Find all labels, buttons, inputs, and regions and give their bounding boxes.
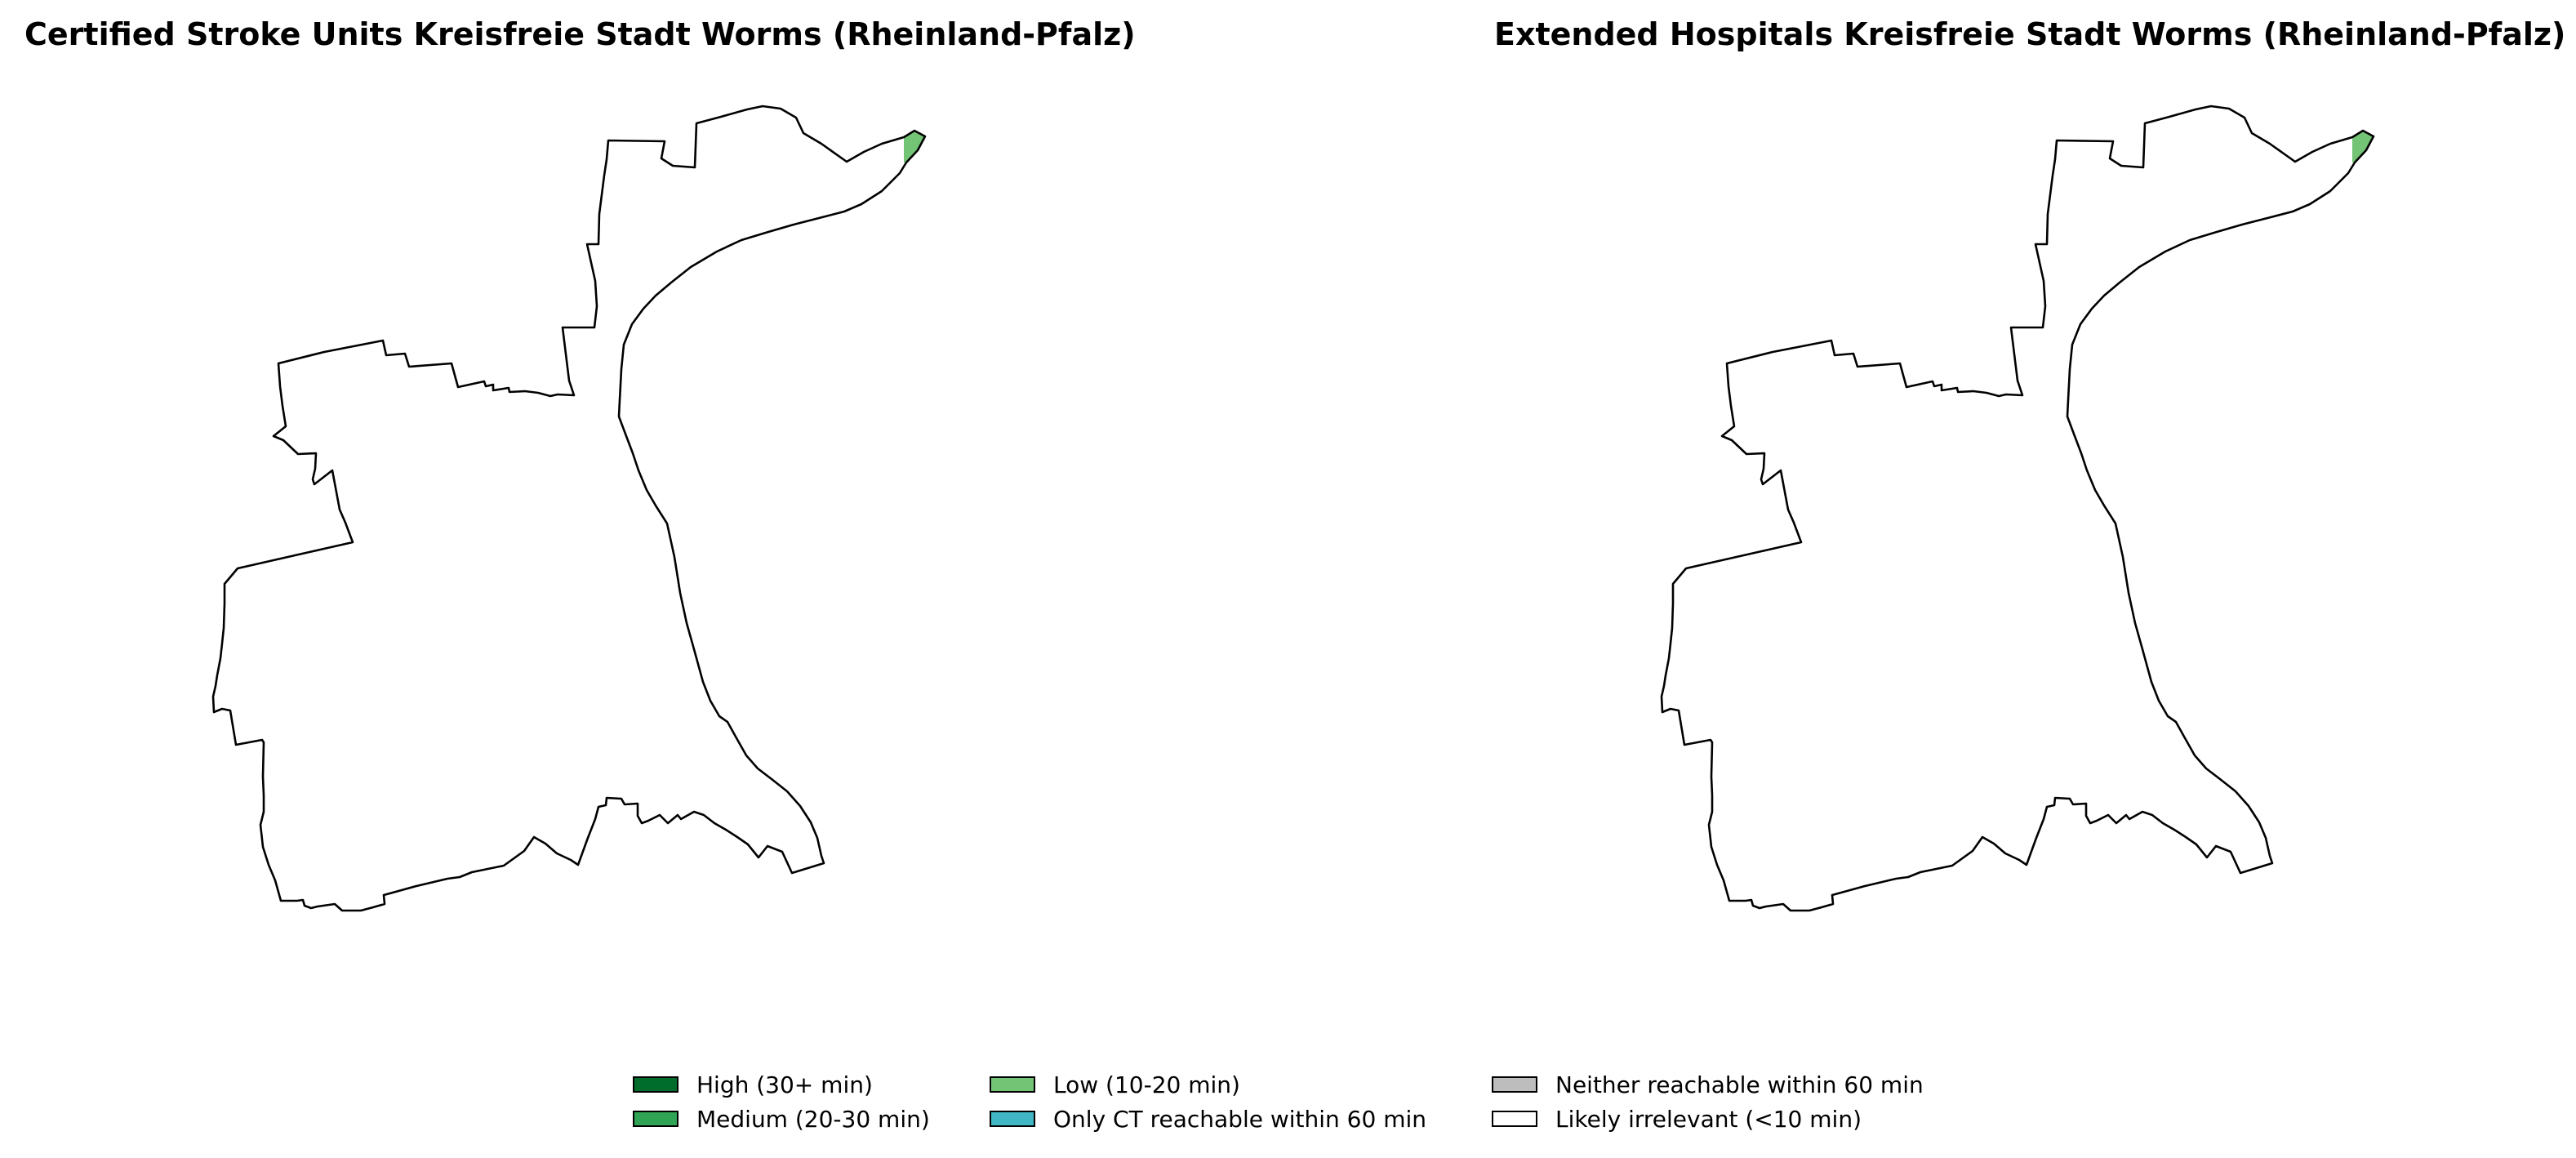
legend-label-only-ct: Only CT reachable within 60 min <box>1053 1105 1427 1133</box>
legend: High (30+ min) Medium (20-30 min) Low (1… <box>0 1070 2576 1151</box>
legend-swatch-irrelevant <box>1492 1111 1537 1127</box>
legend-swatch-neither <box>1492 1076 1537 1093</box>
legend-swatch-low <box>990 1076 1035 1093</box>
legend-label-low: Low (10-20 min) <box>1053 1071 1240 1098</box>
left-map-worms-boundary <box>211 105 927 912</box>
maps-canvas <box>211 105 2375 912</box>
legend-item-medium: Medium (20-30 min) <box>633 1104 930 1134</box>
legend-label-medium: Medium (20-30 min) <box>696 1105 930 1133</box>
right-map-worms-boundary <box>1660 105 2375 912</box>
legend-item-low: Low (10-20 min) <box>990 1070 1240 1099</box>
left-map <box>211 105 927 912</box>
legend-item-high: High (30+ min) <box>633 1070 873 1099</box>
legend-label-neither: Neither reachable within 60 min <box>1555 1071 1924 1098</box>
legend-label-irrelevant: Likely irrelevant (<10 min) <box>1555 1105 1862 1133</box>
legend-label-high: High (30+ min) <box>696 1071 873 1098</box>
legend-swatch-medium <box>633 1111 678 1127</box>
right-map-title: Extended Hospitals Kreisfreie Stadt Worm… <box>1494 16 2566 52</box>
legend-swatch-high <box>633 1076 678 1093</box>
legend-item-irrelevant: Likely irrelevant (<10 min) <box>1492 1104 1862 1134</box>
legend-item-neither: Neither reachable within 60 min <box>1492 1070 1924 1099</box>
right-map-low-area <box>2352 131 2374 163</box>
left-map-low-area <box>904 131 925 163</box>
legend-item-only-ct: Only CT reachable within 60 min <box>990 1104 1426 1134</box>
left-map-title: Certified Stroke Units Kreisfreie Stadt … <box>24 16 1136 52</box>
legend-swatch-only-ct <box>990 1111 1035 1127</box>
right-map <box>1660 105 2375 912</box>
